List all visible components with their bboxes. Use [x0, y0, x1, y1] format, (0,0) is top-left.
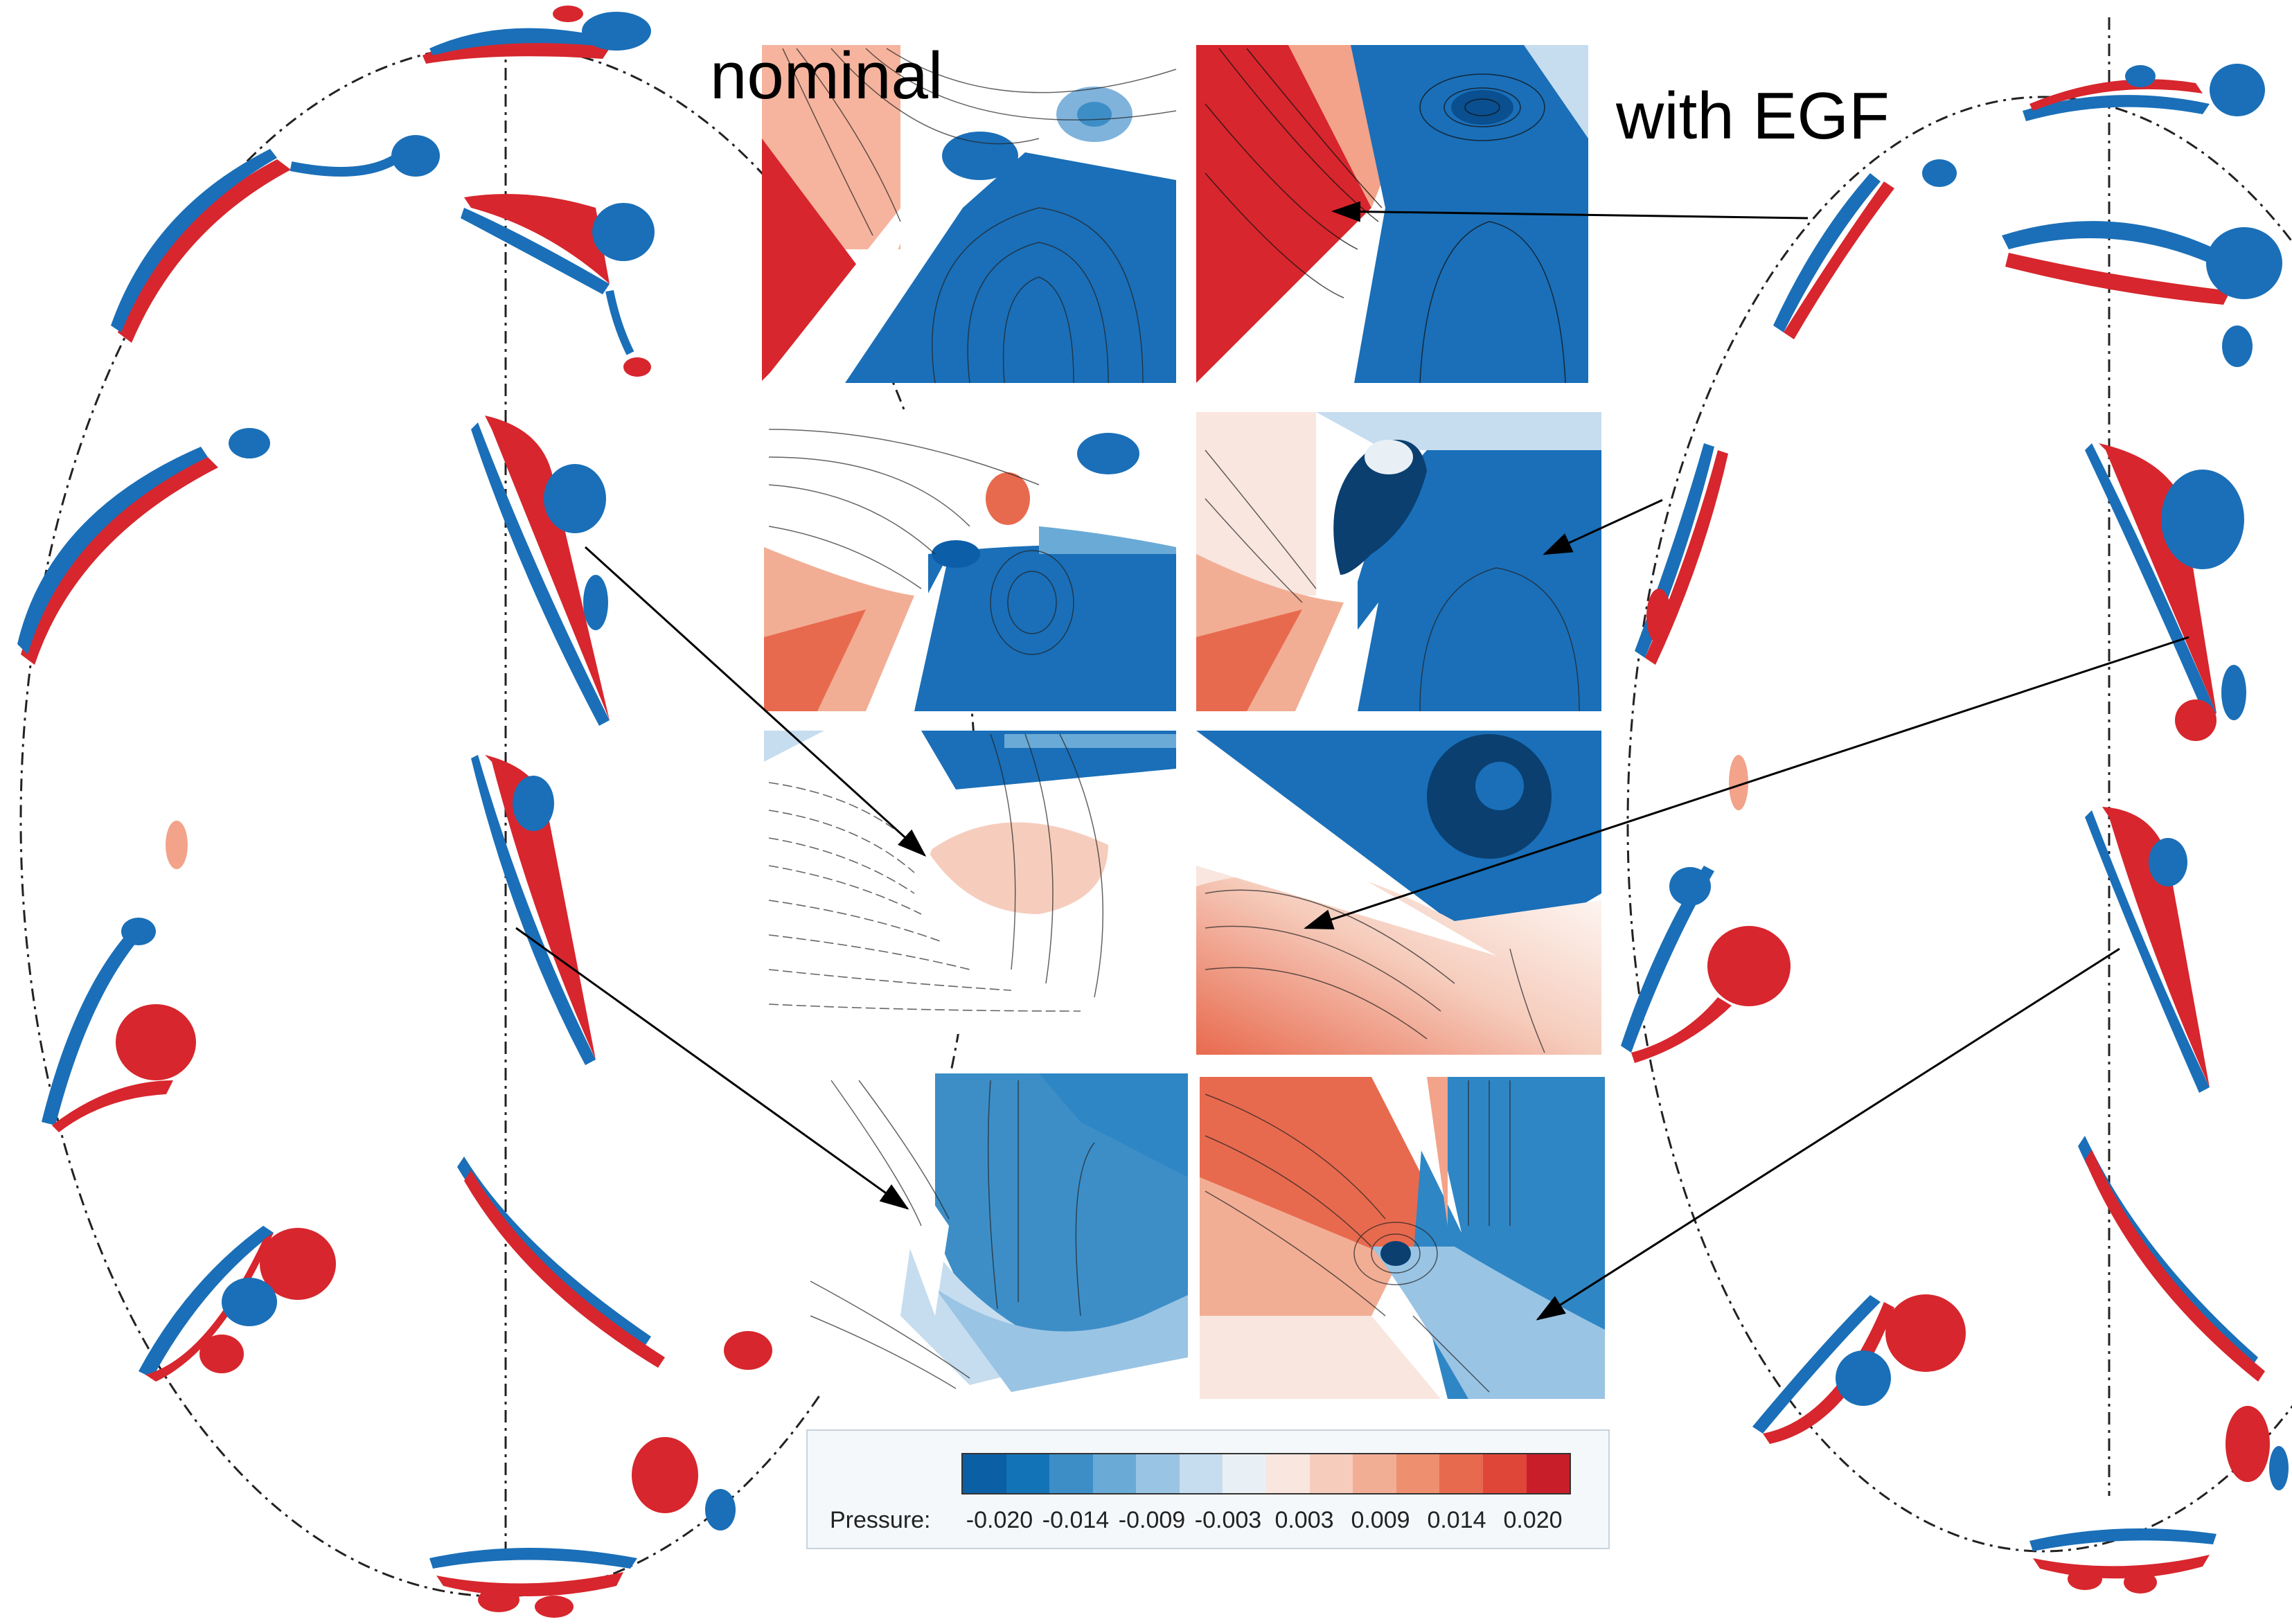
colorbar-gradient	[961, 1453, 1571, 1494]
arrow-egf-row4	[1536, 947, 2120, 1321]
arrow-nominal-row3	[584, 546, 927, 857]
right-trajectory	[1626, 17, 2292, 1553]
airfoil-snapshot	[139, 1226, 336, 1382]
left-snapshots	[17, 6, 772, 1618]
right-snapshots	[1621, 64, 2289, 1594]
colorbar-swatch	[1482, 1454, 1527, 1493]
colorbar-swatch	[1179, 1454, 1223, 1493]
airfoil-snapshot	[111, 135, 440, 343]
colorbar-swatch	[1353, 1454, 1396, 1493]
airfoil-snapshot	[429, 1548, 637, 1618]
airfoil-snapshot	[2023, 64, 2265, 121]
colorbar-tick-label: -0.009	[1118, 1507, 1186, 1533]
airfoil-snapshot	[2085, 807, 2210, 1093]
right-trajectory-ellipse	[1626, 96, 2292, 1553]
airfoil-snapshot	[2085, 443, 2246, 741]
zoom-panel-nominal-4	[803, 1073, 1188, 1392]
zoom-panel-egf-4	[1200, 1077, 1605, 1399]
airfoil-snapshot	[457, 1157, 772, 1531]
zoom-panel-nominal-3	[764, 731, 1176, 1034]
colorbar-swatch	[963, 1454, 1006, 1493]
zoom-panel-egf-2	[1196, 412, 1601, 712]
airfoil-snapshot	[1635, 443, 1728, 665]
colorbar-swatch	[1223, 1454, 1267, 1493]
colorbar-tick-label: 0.020	[1503, 1507, 1563, 1533]
arrow-nominal-row4	[515, 927, 909, 1210]
airfoil-snapshot	[2002, 221, 2282, 367]
airfoil-snapshot	[17, 428, 270, 665]
colorbar-swatch	[1266, 1454, 1310, 1493]
airfoil-snapshot	[42, 821, 196, 1132]
airfoil-snapshot	[423, 6, 651, 64]
pressure-colorbar: Pressure: -0.020 -0.014 -0.009 -0.003 0.003 0…	[806, 1429, 1610, 1549]
label-nominal: nominal	[710, 39, 943, 113]
arrow-egf-row3	[1304, 636, 2189, 930]
colorbar-tick-label: -0.020	[966, 1507, 1033, 1533]
airfoil-snapshot	[1621, 755, 1791, 1063]
airfoil-snapshot	[1773, 159, 1957, 339]
colorbar-tick-label: 0.014	[1427, 1507, 1486, 1533]
colorbar-tick-label: -0.003	[1194, 1507, 1262, 1533]
label-with-egf: with EGF	[1616, 79, 1890, 153]
colorbar-tick-label: -0.014	[1042, 1507, 1110, 1533]
colorbar-swatch	[1526, 1454, 1570, 1493]
arrow-egf-row1	[1331, 201, 1809, 222]
colorbar-swatch	[1006, 1454, 1050, 1493]
zoom-panel-nominal-1	[762, 45, 1177, 384]
colorbar-title: Pressure:	[830, 1507, 931, 1533]
airfoil-snapshot	[2078, 1136, 2289, 1490]
colorbar-tick-label: 0.003	[1274, 1507, 1334, 1533]
colorbar-swatch	[1092, 1454, 1137, 1493]
colorbar-tick-label: 0.009	[1351, 1507, 1410, 1533]
pointer-arrows	[515, 201, 2189, 1321]
airfoil-snapshot	[461, 194, 655, 377]
colorbar-swatch	[1309, 1454, 1353, 1493]
colorbar-swatch	[1049, 1454, 1093, 1493]
airfoil-snapshot	[471, 755, 596, 1065]
airfoil-snapshot	[2029, 1528, 2217, 1594]
zoom-panel-egf-3	[1196, 731, 1601, 1055]
colorbar-swatch	[1396, 1454, 1440, 1493]
colorbar-swatch	[1136, 1454, 1180, 1493]
zoom-panel-nominal-2	[764, 412, 1176, 711]
colorbar-swatch	[1439, 1454, 1483, 1493]
airfoil-snapshot	[471, 416, 610, 726]
arrow-egf-row2	[1543, 499, 1663, 555]
airfoil-snapshot	[1752, 1294, 1966, 1444]
